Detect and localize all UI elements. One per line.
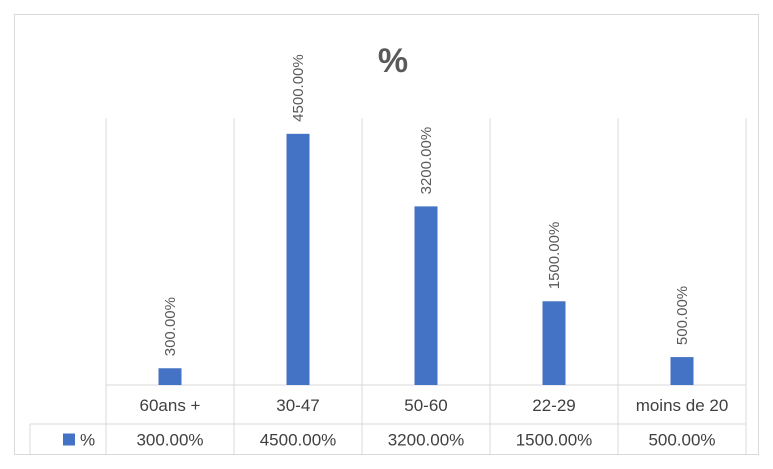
data-label-2: 3200.00% xyxy=(418,127,435,195)
bar-4 xyxy=(670,357,694,385)
data-labels: 300.00% 4500.00% 3200.00% 1500.00% 500.00% xyxy=(162,54,691,356)
category-label-4: moins de 20 xyxy=(636,396,729,415)
bar-2 xyxy=(414,206,438,385)
data-label-0: 300.00% xyxy=(162,297,179,356)
legend-series-name: % xyxy=(80,431,95,450)
legend-swatch xyxy=(63,433,75,446)
category-label-3: 22-29 xyxy=(532,396,575,415)
chart-frame xyxy=(14,14,759,455)
category-label-1: 30-47 xyxy=(276,396,319,415)
category-label-0: 60ans + xyxy=(140,396,201,415)
bars xyxy=(158,133,694,385)
bar-0 xyxy=(158,368,182,385)
chart-title: % xyxy=(378,42,408,80)
table-value-4: 500.00% xyxy=(648,431,715,450)
bar-1 xyxy=(286,133,310,385)
bar-3 xyxy=(542,301,566,385)
table-value-2: 3200.00% xyxy=(388,431,465,450)
data-label-1: 4500.00% xyxy=(290,54,307,122)
data-table: 60ans + 30-47 50-60 22-29 moins de 20% 300.00… xyxy=(63,396,728,450)
data-label-4: 500.00% xyxy=(674,286,691,345)
table-value-1: 4500.00% xyxy=(260,431,337,450)
table-value-3: 1500.00% xyxy=(516,431,593,450)
table-value-0: 300.00% xyxy=(136,431,203,450)
data-label-3: 1500.00% xyxy=(546,222,563,290)
gridlines xyxy=(29,118,747,455)
category-label-2: 50-60 xyxy=(404,396,447,415)
